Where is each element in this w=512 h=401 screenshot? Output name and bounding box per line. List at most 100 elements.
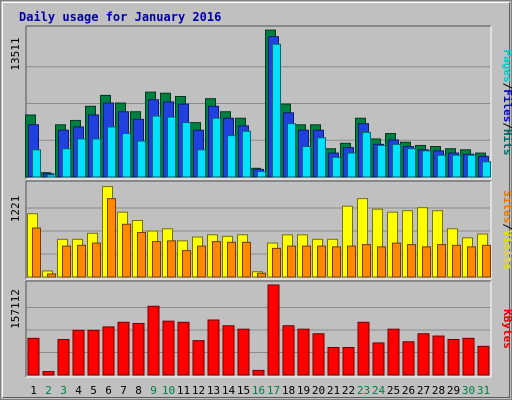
x-axis-labels: 1 2 3 4 5 6 7 8 9 10 11 12 13 14 15 16 17 18 19 20 21 22 23 24 2… [30, 384, 490, 397]
x-tick-label: 11 [177, 384, 190, 397]
legend-entry: Sites [501, 190, 512, 223]
bar-pages-day-29 [452, 154, 461, 178]
bar-kbytes-day-14 [222, 325, 235, 376]
bar-kbytes-day-11 [177, 321, 190, 376]
bar-sites-day-31 [482, 244, 491, 278]
bar-kbytes-day-7 [117, 321, 130, 376]
bar-kbytes-day-30 [462, 337, 475, 376]
x-tick-label: 19 [297, 384, 310, 397]
bar-kbytes-day-4 [72, 329, 85, 376]
bar-pages-day-17 [272, 43, 281, 178]
bar-sites-day-28 [437, 244, 446, 278]
x-tick-label: 29 [447, 384, 460, 397]
bar-kbytes-day-28 [432, 335, 445, 376]
bar-sites-day-7 [122, 223, 131, 278]
x-tick-label: 30 [462, 384, 475, 397]
bar-pages-day-25 [392, 143, 401, 178]
panel-legend: KBytes [501, 309, 512, 349]
bar-pages-day-18 [287, 123, 296, 178]
bar-kbytes-day-2 [42, 371, 55, 376]
bar-sites-day-18 [287, 245, 296, 278]
bar-sites-day-13 [212, 241, 221, 278]
bar-sites-day-22 [347, 245, 356, 278]
bar-sites-day-14 [227, 241, 236, 278]
bar-pages-day-13 [212, 117, 221, 178]
x-tick-label: 5 [90, 384, 97, 397]
bar-pages-day-26 [407, 148, 416, 178]
bar-pages-day-6 [107, 126, 116, 178]
y-max-label: 13511 [9, 37, 22, 70]
x-tick-label: 26 [402, 384, 415, 397]
x-tick-label: 23 [357, 384, 370, 397]
bar-pages-day-15 [242, 130, 251, 178]
bar-pages-day-16 [257, 171, 266, 178]
bar-pages-day-1 [32, 149, 41, 178]
bar-kbytes-day-27 [417, 333, 430, 376]
bar-sites-day-20 [317, 245, 326, 278]
bar-kbytes-day-6 [102, 326, 115, 376]
x-tick-label: 4 [75, 384, 82, 397]
bar-pages-day-11 [182, 122, 191, 178]
bar-sites-day-17 [272, 247, 281, 278]
frame-bevel [2, 2, 510, 398]
bar-kbytes-day-18 [282, 325, 295, 376]
x-tick-label: 13 [207, 384, 220, 397]
chart-panels: 13511Pages/Files/Hits1221Sites/Visits157… [9, 25, 512, 378]
bar-pages-day-10 [167, 116, 176, 178]
bar-sites-day-16 [257, 272, 266, 278]
bar-pages-day-12 [197, 149, 206, 178]
x-tick-label: 16 [252, 384, 265, 397]
bar-sites-day-8 [137, 232, 146, 278]
bar-sites-day-11 [182, 250, 191, 278]
bar-sites-day-4 [77, 244, 86, 278]
bar-kbytes-day-8 [132, 322, 145, 376]
x-tick-label: 3 [60, 384, 67, 397]
legend-entry: Pages [501, 50, 512, 83]
bar-sites-day-23 [362, 244, 371, 278]
x-tick-label: 10 [162, 384, 175, 397]
bar-sites-day-10 [167, 240, 176, 278]
x-tick-label: 1 [30, 384, 37, 397]
bar-kbytes-day-21 [327, 347, 340, 376]
bar-sites-day-26 [407, 244, 416, 278]
x-tick-label: 8 [135, 384, 142, 397]
bar-pages-day-19 [302, 146, 311, 178]
bar-kbytes-day-26 [402, 341, 415, 376]
bar-kbytes-day-10 [162, 320, 175, 376]
panel-kbytes: 157112 KBytes [9, 280, 512, 378]
bar-kbytes-day-17 [267, 284, 280, 376]
x-tick-label: 17 [267, 384, 280, 397]
bar-pages-day-2 [47, 174, 56, 178]
legend-entry: / [501, 223, 512, 230]
x-tick-label: 22 [342, 384, 355, 397]
bar-sites-day-27 [422, 246, 431, 278]
bar-kbytes-day-25 [387, 328, 400, 376]
x-tick-label: 31 [477, 384, 490, 397]
y-max-label: 157112 [9, 289, 22, 329]
x-tick-label: 6 [105, 384, 112, 397]
bar-kbytes-day-3 [57, 338, 70, 376]
bar-sites-day-5 [92, 242, 101, 278]
x-tick-label: 14 [222, 384, 236, 397]
bar-sites-day-2 [47, 273, 56, 278]
bar-kbytes-day-22 [342, 347, 355, 376]
x-tick-label: 27 [417, 384, 430, 397]
legend-entry: Files [501, 89, 512, 122]
chart-title: Daily usage for January 2016 [19, 10, 221, 24]
bar-pages-day-22 [347, 152, 356, 178]
x-tick-label: 28 [432, 384, 445, 397]
x-tick-label: 15 [237, 384, 250, 397]
x-tick-label: 24 [372, 384, 386, 397]
bar-pages-day-14 [227, 135, 236, 178]
bar-kbytes-day-13 [207, 319, 220, 376]
bar-kbytes-day-9 [147, 305, 160, 376]
x-tick-label: 21 [327, 384, 340, 397]
panel-legend: Sites/Visits [501, 190, 512, 270]
bar-pages-day-4 [77, 138, 86, 178]
bar-sites-day-12 [197, 245, 206, 278]
legend-entry: KBytes [501, 309, 512, 349]
bar-kbytes-day-1 [27, 337, 40, 376]
bar-pages-day-20 [317, 137, 326, 178]
